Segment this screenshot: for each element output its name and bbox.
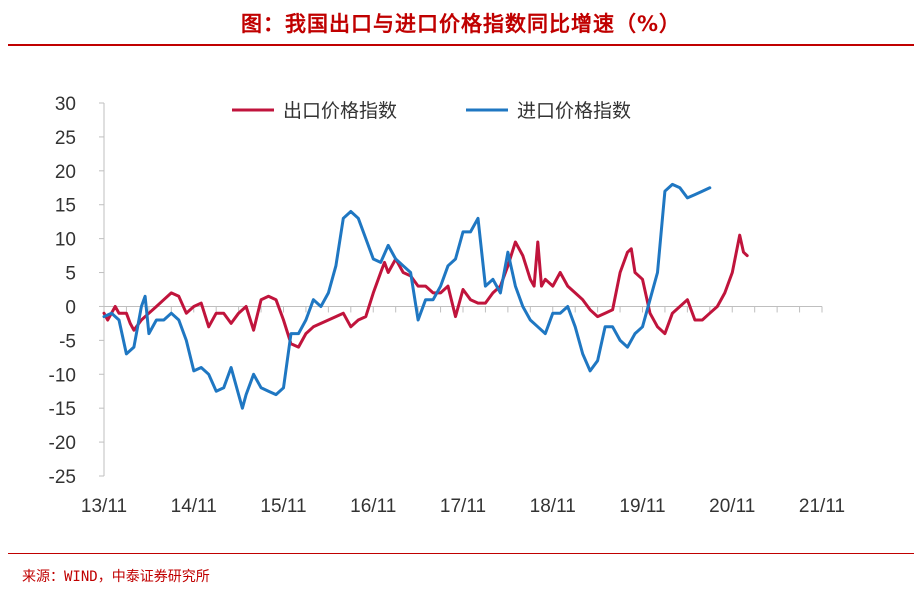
y-tick-label: 25 [55, 128, 76, 149]
chart-title: 图：我国出口与进口价格指数同比增速（%） [240, 12, 682, 36]
y-tick-label: 20 [55, 162, 76, 183]
legend-label-import: 进口价格指数 [517, 100, 631, 122]
x-tick-label: 21/11 [799, 496, 845, 517]
x-tick-label: 18/11 [530, 496, 576, 517]
x-tick-label: 20/11 [709, 496, 755, 517]
x-tick-label: 16/11 [350, 496, 396, 517]
y-tick-label: 30 [55, 94, 76, 115]
legend-label-export: 出口价格指数 [283, 100, 397, 122]
x-tick-label: 15/11 [260, 496, 306, 517]
x-tick-label: 14/11 [171, 496, 217, 517]
y-tick-label: -5 [59, 331, 76, 352]
lines [102, 182, 749, 410]
y-tick-label: -15 [49, 399, 76, 420]
y-tick-label: 0 [65, 297, 76, 318]
y-tick-label: 10 [55, 230, 76, 251]
legend: 出口价格指数 进口价格指数 [232, 100, 631, 122]
y-tick-label: -20 [49, 433, 76, 454]
source-note: 来源：WIND，中泰证券研究所 [22, 569, 210, 585]
x-tick-label: 19/11 [619, 496, 665, 517]
title-rule [8, 44, 914, 46]
y-tick-label: 15 [55, 196, 76, 217]
x-tick-label: 17/11 [440, 496, 486, 517]
x-tick-label: 13/11 [81, 496, 127, 517]
export-price-line [102, 233, 749, 349]
import-price-line [102, 182, 712, 410]
y-tick-label: -25 [49, 467, 76, 488]
source-rule [8, 553, 914, 554]
y-tick-label: -10 [49, 365, 76, 386]
y-tick-label: 5 [65, 264, 76, 285]
